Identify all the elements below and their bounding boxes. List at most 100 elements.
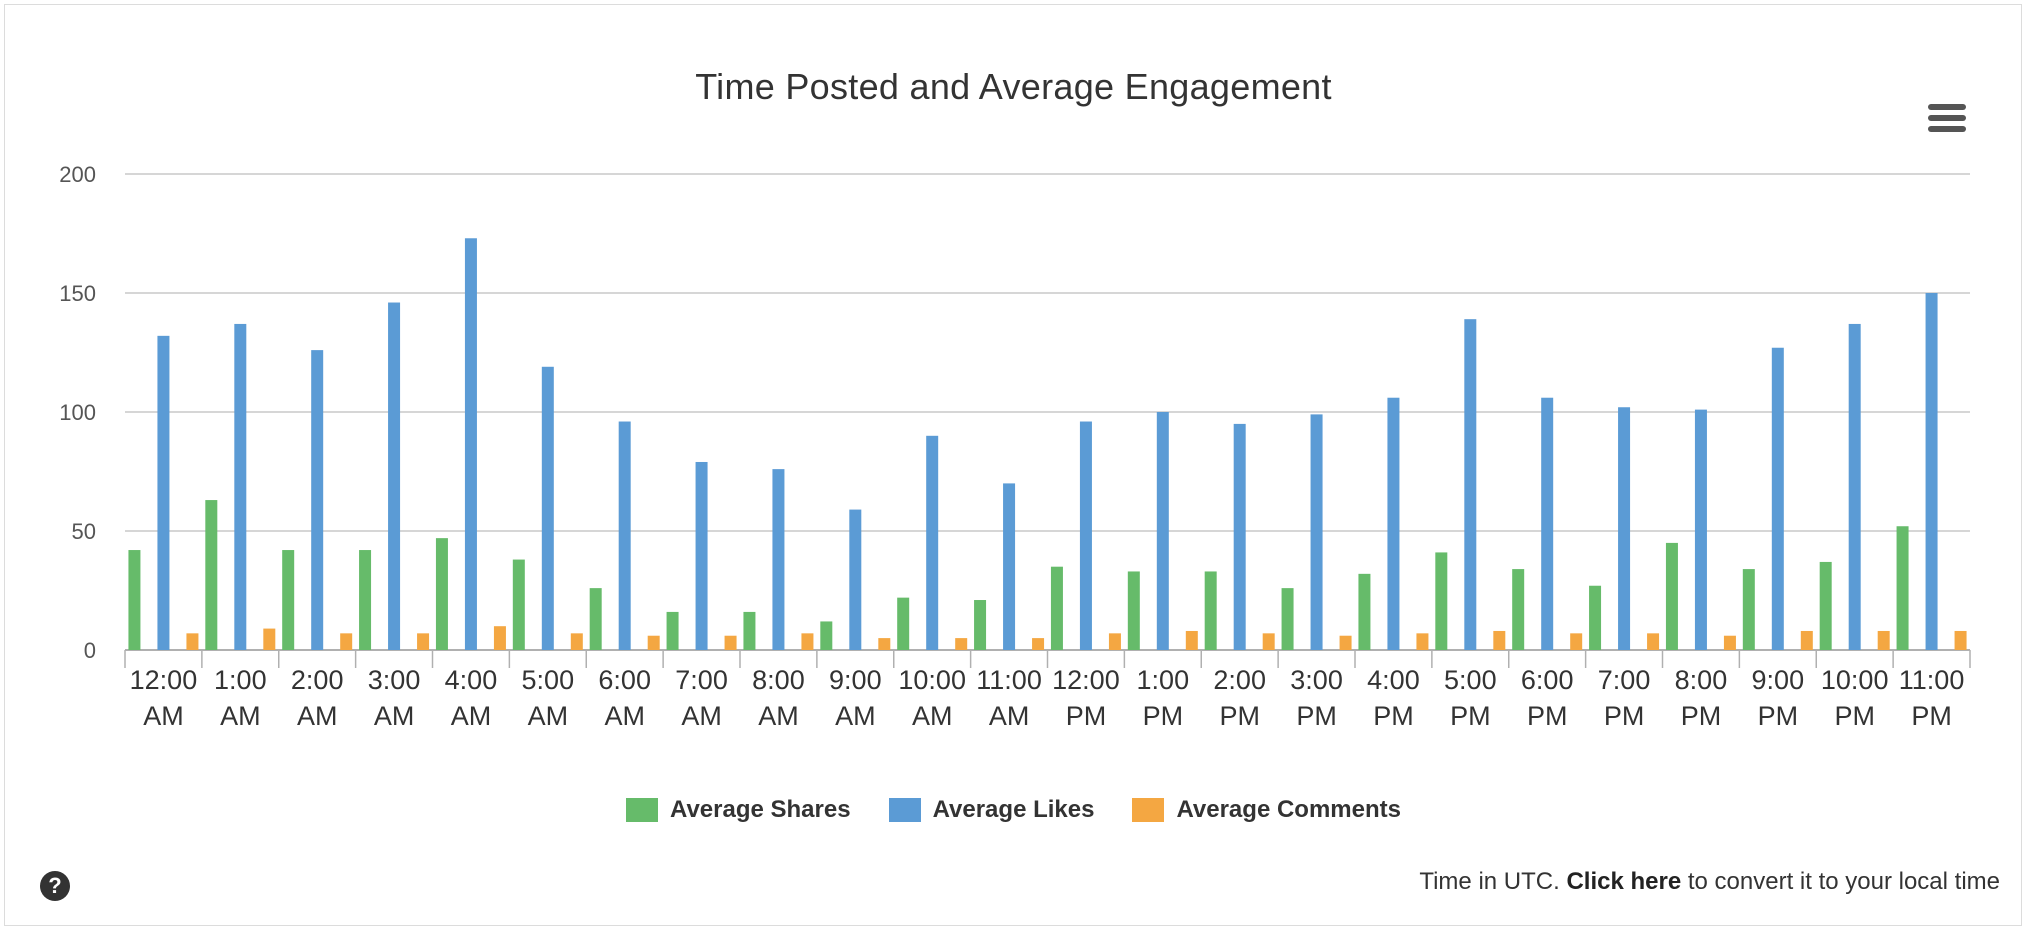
bar [417, 633, 430, 650]
bar [820, 621, 833, 650]
bar [849, 509, 862, 650]
bar [1339, 635, 1352, 650]
bar [618, 421, 631, 650]
x-tick-label: 2:00 [1213, 665, 1266, 695]
legend-label-likes: Average Likes [932, 796, 1095, 823]
bar [1512, 569, 1525, 650]
bar [974, 600, 987, 650]
y-tick-label: 50 [72, 519, 96, 544]
legend-item-comments[interactable]: Average Comments [1132, 796, 1401, 824]
bar [157, 335, 170, 650]
bar [1589, 585, 1602, 650]
x-tick-label: 9:00 [1752, 665, 1805, 695]
bar [955, 638, 968, 650]
y-tick-label: 100 [59, 400, 96, 425]
bar [493, 626, 506, 650]
bar [1848, 323, 1861, 650]
bar [897, 597, 910, 650]
bar [388, 302, 401, 650]
bar [263, 628, 276, 650]
chart-title: Time Posted and Average Engagement [695, 66, 1332, 107]
x-tick-label: 12:00 [130, 665, 198, 695]
legend-swatch-shares [626, 798, 659, 822]
bar [647, 635, 660, 650]
bar [1032, 638, 1045, 650]
footer-suffix: to convert it to your local time [1687, 868, 2000, 895]
x-tick-label: AM [451, 701, 492, 731]
x-tick-label: AM [374, 701, 415, 731]
bar [1262, 633, 1275, 650]
bar [282, 550, 295, 650]
x-tick-label: PM [1219, 701, 1260, 731]
x-tick-label: AM [528, 701, 569, 731]
bar [589, 588, 602, 650]
bar [1800, 630, 1813, 650]
y-tick-label: 150 [59, 281, 96, 306]
x-tick-label: 10:00 [898, 665, 966, 695]
x-tick-label: 8:00 [752, 665, 805, 695]
bar [128, 550, 141, 650]
x-tick-label: 4:00 [445, 665, 498, 695]
x-tick-label: 2:00 [291, 665, 344, 695]
x-tick-label: PM [1450, 701, 1491, 731]
bar [1570, 633, 1583, 650]
x-tick-label: 5:00 [1444, 665, 1497, 695]
x-tick-label: AM [758, 701, 799, 731]
x-tick-label: 6:00 [598, 665, 651, 695]
x-tick-label: PM [1911, 701, 1952, 731]
y-tick-label: 0 [84, 638, 96, 663]
bar [1127, 571, 1140, 650]
bar [1003, 483, 1016, 650]
bar [1819, 561, 1832, 650]
footer-note: Time in UTC. Click here to convert it to… [1419, 868, 2000, 896]
x-tick-label: AM [604, 701, 645, 731]
bar [1464, 319, 1477, 650]
bar [1877, 630, 1890, 650]
x-tick-label: PM [1834, 701, 1875, 731]
convert-time-link[interactable]: Click here [1566, 868, 1682, 895]
legend-item-likes[interactable]: Average Likes [888, 796, 1095, 824]
bar [1108, 633, 1121, 650]
bar [1954, 630, 1967, 650]
bar [1204, 571, 1217, 650]
x-tick-label: 7:00 [1598, 665, 1651, 695]
legend-label-comments: Average Comments [1176, 796, 1401, 823]
bar [359, 550, 372, 650]
x-tick-label: 6:00 [1521, 665, 1574, 695]
x-tick-label: 11:00 [1899, 665, 1965, 695]
x-tick-label: PM [1527, 701, 1568, 731]
bar [1416, 633, 1429, 650]
legend-swatch-likes [888, 798, 921, 822]
bar [1694, 409, 1707, 650]
question-circle-icon[interactable]: ? [40, 871, 70, 901]
bar [1435, 552, 1448, 650]
x-tick-label: PM [1681, 701, 1722, 731]
legend-item-shares[interactable]: Average Shares [626, 796, 851, 824]
bar [464, 238, 477, 650]
bar [512, 559, 525, 650]
x-tick-label: 5:00 [522, 665, 575, 695]
footer-prefix: Time in UTC. [1419, 868, 1560, 895]
bar [1541, 397, 1554, 650]
bar [311, 350, 324, 650]
bar [1771, 347, 1784, 650]
x-tick-label: PM [1604, 701, 1645, 731]
bar [1310, 414, 1323, 650]
bar [1233, 423, 1246, 650]
x-tick-label: 12:00 [1052, 665, 1120, 695]
y-tick-label: 200 [59, 162, 96, 187]
bar [1665, 542, 1678, 650]
x-tick-label: 9:00 [829, 665, 882, 695]
bar [1185, 630, 1198, 650]
chart-card [4, 4, 2022, 926]
hamburger-menu-icon[interactable] [1928, 104, 1966, 134]
bar [695, 461, 708, 650]
legend-swatch-comments [1132, 798, 1165, 822]
bar [340, 633, 353, 650]
bar [1493, 630, 1506, 650]
x-tick-label: AM [912, 701, 953, 731]
bar [801, 633, 814, 650]
x-tick-label: AM [297, 701, 338, 731]
bar [1896, 526, 1909, 650]
